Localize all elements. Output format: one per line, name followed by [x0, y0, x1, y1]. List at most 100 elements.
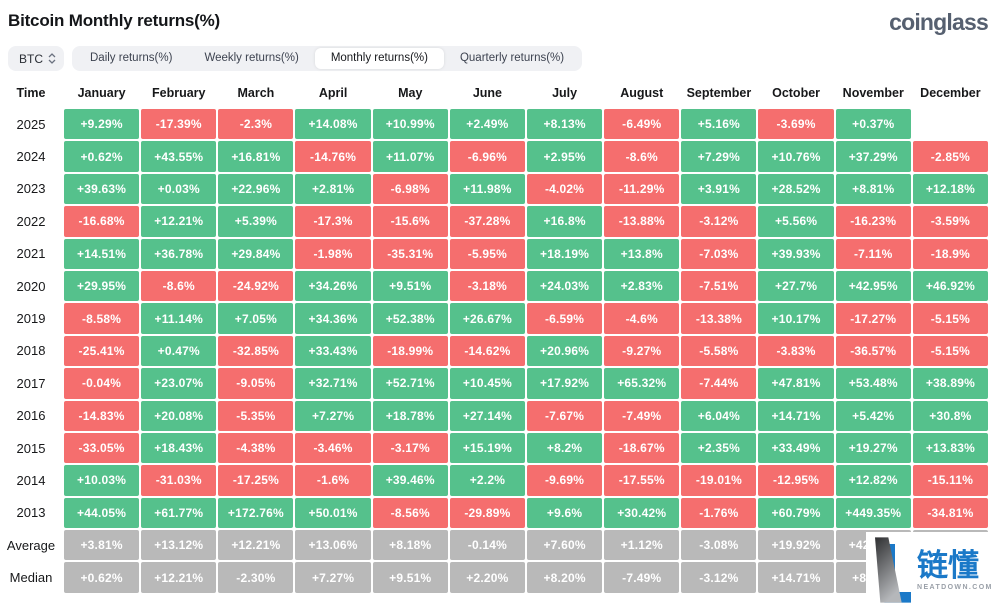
- return-cell: -3.69%: [758, 109, 834, 140]
- return-cell: -13.88%: [604, 206, 680, 237]
- watermark-logo-icon: [875, 537, 911, 603]
- return-cell: +34.26%: [295, 270, 371, 302]
- return-cell: -7.03%: [681, 238, 757, 269]
- return-cell: +449.35%: [835, 497, 911, 529]
- row-label: 2017: [16, 375, 46, 391]
- return-cell: +16.8%: [526, 206, 603, 237]
- column-header-month: January: [77, 86, 126, 100]
- return-cell: -7.44%: [681, 368, 757, 399]
- return-cell: -13.38%: [681, 303, 757, 334]
- return-cell: +12.21%: [218, 530, 294, 561]
- return-cell: -14.83%: [64, 400, 140, 431]
- chevron-updown-icon: [48, 53, 56, 64]
- return-cell: +43.55%: [141, 141, 217, 172]
- return-cell: -17.55%: [604, 465, 680, 496]
- table-row: 2024 +0.62% +43.55% +16.81% -14.76% +11.07% -6…: [0, 141, 988, 172]
- return-cell: +15.19%: [449, 432, 525, 464]
- return-cell: +12.82%: [835, 465, 911, 496]
- row-label: Average: [6, 537, 56, 553]
- return-cell: +2.20%: [449, 562, 525, 593]
- return-cell: -18.9%: [912, 238, 988, 269]
- return-cell: -18.67%: [604, 432, 680, 464]
- table-row: Average +3.81% +13.12% +12.21% +13.06% +8.18%…: [0, 530, 988, 561]
- return-cell: -3.17%: [372, 432, 448, 464]
- return-cell: +27.14%: [449, 400, 525, 431]
- return-cell: +14.71%: [758, 400, 834, 431]
- table-row: 2022 -16.68% +12.21% +5.39% -17.3% -15.6% -37.…: [0, 206, 988, 237]
- return-cell: +47.81%: [758, 368, 834, 399]
- return-cell: +14.08%: [295, 109, 371, 140]
- return-cell: -1.98%: [295, 238, 371, 269]
- return-cell: -17.27%: [835, 303, 911, 334]
- return-cell: +36.78%: [141, 238, 217, 269]
- return-cell: +16.81%: [218, 141, 294, 172]
- return-cell: -0.14%: [449, 530, 525, 561]
- return-cell: +13.8%: [604, 238, 680, 269]
- return-cell: +27.7%: [758, 270, 834, 302]
- return-cell: -7.49%: [604, 562, 680, 593]
- returns-tab-group: Daily returns(%) Weekly returns(%) Monthly…: [72, 46, 583, 71]
- table-row: 2014 +10.03% -31.03% -17.25% -1.6% +39.46% +2.…: [0, 465, 988, 496]
- watermark-cjk-label: 链懂: [917, 547, 979, 583]
- column-header-month: August: [620, 86, 664, 100]
- return-cell: -4.6%: [604, 303, 680, 334]
- return-cell: +61.77%: [141, 497, 217, 529]
- return-cell: +52.38%: [372, 303, 448, 334]
- column-header-month: October: [772, 86, 821, 100]
- return-cell: +10.03%: [64, 465, 140, 496]
- return-cell: -14.76%: [295, 141, 371, 172]
- return-cell: +5.39%: [218, 206, 294, 237]
- column-header-month: December: [920, 86, 981, 100]
- return-cell: +9.51%: [372, 270, 448, 302]
- tab-daily-returns[interactable]: Daily returns(%): [90, 52, 173, 64]
- return-cell: -14.62%: [449, 335, 525, 367]
- return-cell: -9.69%: [526, 465, 603, 496]
- table-row: 2023 +39.63% +0.03% +22.96% +2.81% -6.98% +11.…: [0, 173, 988, 205]
- return-cell: +13.06%: [295, 530, 371, 561]
- return-cell: +29.95%: [64, 270, 140, 302]
- row-label: 2021: [16, 246, 46, 262]
- return-cell: -37.28%: [449, 206, 525, 237]
- return-cell: -5.15%: [912, 303, 988, 334]
- return-cell: +0.03%: [141, 173, 217, 205]
- symbol-select-value: BTC: [19, 51, 43, 66]
- tab-weekly-returns[interactable]: Weekly returns(%): [204, 52, 299, 64]
- return-cell: -7.11%: [835, 238, 911, 269]
- return-cell: -6.96%: [449, 141, 525, 172]
- return-cell: +8.2%: [526, 432, 603, 464]
- return-cell: +39.63%: [64, 173, 140, 205]
- watermark-text: 链懂 NEATDOWN.COM: [917, 550, 993, 591]
- return-cell: +44.05%: [64, 497, 140, 529]
- return-cell: +22.96%: [218, 173, 294, 205]
- table-header-row: Time January February March April May June July…: [0, 82, 988, 104]
- column-header-month: March: [237, 86, 275, 100]
- return-cell: -16.68%: [64, 206, 140, 237]
- return-cell: -31.03%: [141, 465, 217, 496]
- table-row: 2025 +9.29% -17.39% -2.3% +14.08% +10.99% +2.4…: [0, 109, 988, 140]
- return-cell: +10.45%: [449, 368, 525, 399]
- tab-quarterly-returns[interactable]: Quarterly returns(%): [459, 52, 565, 64]
- return-cell: +65.32%: [604, 368, 680, 399]
- return-cell: -15.11%: [912, 465, 988, 496]
- return-cell: +11.98%: [449, 173, 525, 205]
- return-cell: -32.85%: [218, 335, 294, 367]
- return-cell: +2.49%: [449, 109, 525, 140]
- watermark: 链懂 NEATDOWN.COM: [866, 532, 1000, 608]
- return-cell: -8.56%: [372, 497, 448, 529]
- returns-table: Time January February March April May June July…: [0, 82, 988, 593]
- return-cell: +8.13%: [526, 109, 603, 140]
- return-cell: +18.19%: [526, 238, 603, 269]
- return-cell: +19.27%: [835, 432, 911, 464]
- tab-monthly-returns[interactable]: Monthly returns(%): [314, 48, 444, 69]
- return-cell: -2.3%: [218, 109, 294, 140]
- return-cell: -35.31%: [372, 238, 448, 269]
- row-label: 2013: [16, 505, 46, 521]
- return-cell: -3.08%: [681, 530, 757, 561]
- return-cell: +5.42%: [835, 400, 911, 431]
- coinglass-logo[interactable]: coinglass: [889, 9, 989, 35]
- return-cell: -1.6%: [295, 465, 371, 496]
- symbol-select[interactable]: BTC: [8, 46, 64, 71]
- return-cell: -12.95%: [758, 465, 834, 496]
- return-cell: -3.18%: [449, 270, 525, 302]
- column-header-month: July: [552, 86, 578, 100]
